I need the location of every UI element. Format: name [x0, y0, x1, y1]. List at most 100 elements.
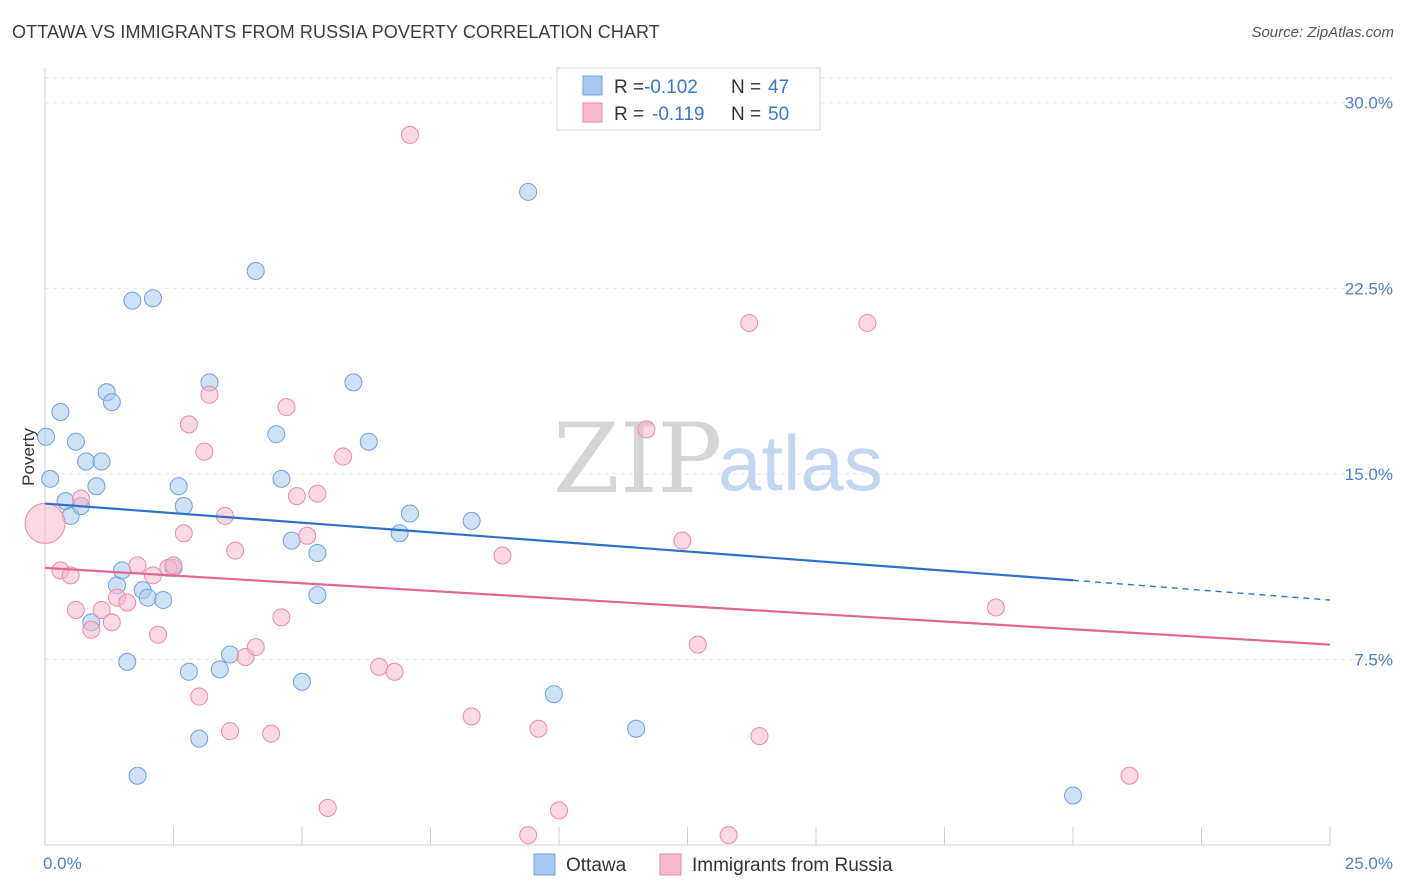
- russia-point: [92, 600, 111, 619]
- russia-point: [246, 638, 265, 657]
- russia-point: [334, 447, 353, 466]
- ottawa-point: [308, 586, 327, 605]
- ottawa-point: [190, 729, 209, 748]
- legend-r-value-russia: -0.119: [652, 104, 704, 125]
- watermark: ZIP atlas: [553, 403, 883, 515]
- watermark-zip: ZIP: [553, 403, 722, 515]
- ottawa-point: [37, 427, 56, 446]
- ottawa-point: [143, 289, 162, 308]
- ottawa-point: [87, 477, 106, 496]
- russia-point: [385, 662, 404, 681]
- ottawa-point: [272, 469, 291, 488]
- ottawa-trend-extension: [1072, 579, 1331, 601]
- russia-point: [118, 593, 137, 612]
- ottawa-point: [400, 504, 419, 523]
- russia-point: [195, 442, 214, 461]
- data-points: [24, 103, 1139, 845]
- russia-point: [673, 531, 692, 550]
- y-tick-label: 7.5%: [1354, 650, 1393, 669]
- x-tick-labels: 0.0% 25.0%: [43, 854, 1393, 873]
- ottawa-point: [344, 373, 363, 392]
- russia-point: [272, 608, 291, 627]
- ottawa-point: [179, 662, 198, 681]
- legend-r-label-russia: R =: [614, 104, 644, 125]
- russia-point: [986, 598, 1005, 617]
- ottawa-point: [123, 291, 142, 310]
- y-tick-label: 22.5%: [1345, 279, 1393, 298]
- russia-point: [719, 826, 738, 845]
- russia-point: [462, 707, 481, 726]
- russia-point: [277, 398, 296, 417]
- x-tick-label-min: 0.0%: [43, 854, 82, 873]
- bottom-legend-swatch-ottawa: [533, 853, 556, 876]
- ottawa-point: [519, 182, 538, 201]
- russia-point: [149, 625, 168, 644]
- ottawa-point: [462, 511, 481, 530]
- ottawa-trend-line: [44, 502, 1074, 582]
- russia-point: [858, 313, 877, 332]
- russia-point: [287, 487, 306, 506]
- source-credit: Source: ZipAtlas.com: [1251, 24, 1394, 41]
- ottawa-point: [118, 652, 137, 671]
- russia-point: [221, 722, 240, 741]
- russia-point: [529, 719, 548, 738]
- russia-point: [318, 798, 337, 817]
- russia-point: [750, 727, 769, 746]
- ottawa-point: [113, 561, 132, 580]
- legend-n-label-russia: N =: [731, 104, 761, 125]
- ottawa-point: [390, 524, 409, 543]
- ottawa-point: [102, 393, 121, 412]
- bottom-legend-label-ottawa: Ottawa: [566, 855, 627, 876]
- russia-point: [400, 125, 419, 144]
- russia-point: [298, 526, 317, 545]
- russia-point: [688, 635, 707, 654]
- russia-point: [24, 502, 66, 544]
- ottawa-point: [293, 672, 311, 691]
- russia-point: [102, 613, 121, 632]
- russia-point: [226, 541, 245, 560]
- russia-point: [61, 566, 80, 585]
- ottawa-point: [544, 685, 563, 704]
- russia-point: [82, 620, 101, 639]
- ottawa-point: [221, 645, 240, 664]
- y-tick-labels: 7.5% 15.0% 22.5% 30.0%: [1345, 94, 1393, 670]
- legend-n-value-ottawa: 47: [768, 77, 789, 98]
- russia-point: [493, 546, 512, 565]
- ottawa-point: [169, 477, 188, 496]
- ottawa-point: [627, 719, 646, 738]
- ottawa-point: [92, 452, 111, 471]
- ottawa-point: [210, 660, 229, 679]
- russia-point: [1120, 766, 1139, 785]
- chart-title: OTTAWA VS IMMIGRANTS FROM RUSSIA POVERTY…: [12, 22, 660, 42]
- legend-swatch-ottawa: [582, 75, 603, 96]
- russia-point: [128, 556, 147, 575]
- axes: [44, 68, 1331, 846]
- bottom-legend-swatch-russia: [659, 853, 682, 876]
- russia-trend-line: [44, 566, 1331, 646]
- legend-r-label-ottawa: R =: [614, 77, 644, 98]
- ottawa-point: [51, 403, 70, 422]
- russia-point: [519, 826, 538, 845]
- x-tick-label-max: 25.0%: [1345, 854, 1393, 873]
- bottom-legend: Ottawa Immigrants from Russia: [533, 853, 893, 876]
- bottom-legend-label-russia: Immigrants from Russia: [692, 855, 893, 876]
- ottawa-point: [267, 425, 286, 444]
- russia-point: [637, 420, 656, 439]
- ottawa-point: [174, 497, 193, 516]
- grid-lines: [45, 77, 1392, 660]
- russia-point: [66, 600, 85, 619]
- russia-point: [190, 687, 209, 706]
- ottawa-point: [154, 591, 173, 610]
- trend-lines: [44, 502, 1331, 646]
- ottawa-point: [128, 766, 147, 785]
- russia-point: [262, 724, 281, 743]
- legend-r-value-ottawa: -0.102: [644, 77, 698, 98]
- russia-point: [164, 556, 183, 575]
- y-tick-label: 15.0%: [1345, 465, 1393, 484]
- ottawa-point: [308, 544, 327, 563]
- watermark-atlas: atlas: [718, 419, 883, 507]
- russia-point: [550, 801, 568, 820]
- ottawa-point: [66, 432, 85, 451]
- russia-point: [200, 385, 219, 404]
